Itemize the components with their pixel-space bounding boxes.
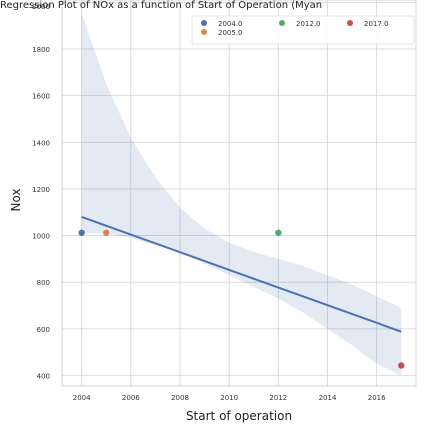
tick-labels: 2004 2006 2008 2010 2012 2014 2016 400 600 800 100… <box>32 3 386 402</box>
regression-line-group <box>81 215 402 333</box>
x-tick-label-2016: 2016 <box>368 394 386 402</box>
x-tick-label-2006: 2006 <box>122 394 140 402</box>
y-tick-label-800: 800 <box>37 279 50 287</box>
point-2017-0-0 <box>398 362 405 369</box>
confidence-band <box>81 14 402 376</box>
y-tick-label-1800: 1800 <box>32 46 50 54</box>
y-axis-title: Nox <box>9 188 23 211</box>
grid <box>61 0 417 387</box>
y-tick-label-600: 600 <box>37 326 50 334</box>
chart-title: Regression Plot of NOx as a function of … <box>0 0 322 11</box>
legend-label-2017-0: 2017.0 <box>364 20 389 28</box>
y-tick-label-1000: 1000 <box>32 233 50 241</box>
x-tick-label-2008: 2008 <box>171 394 189 402</box>
legend-box <box>191 15 415 45</box>
data-points <box>78 229 405 369</box>
legend-marker-2005-0 <box>201 29 207 35</box>
regression-line <box>81 215 402 333</box>
x-axis-title: Start of operation <box>186 409 292 423</box>
point-2012-0-0 <box>275 229 282 236</box>
confidence-band-area <box>81 14 402 376</box>
point-2004-0-0 <box>78 229 85 236</box>
x-tick-label-2012: 2012 <box>269 394 287 402</box>
legend-label-2005-0: 2005.0 <box>218 29 243 37</box>
plot-frame <box>61 0 417 387</box>
x-tick-label-2004: 2004 <box>73 394 91 402</box>
y-tick-label-1200: 1200 <box>32 186 50 194</box>
y-tick-label-1600: 1600 <box>32 93 50 101</box>
y-tick-label-1400: 1400 <box>32 139 50 147</box>
legend-marker-2004-0 <box>201 20 207 26</box>
x-tick-label-2014: 2014 <box>319 394 337 402</box>
legend-marker-2017-0 <box>347 20 353 26</box>
y-tick-label-400: 400 <box>37 373 50 381</box>
legend-label-2012-0: 2012.0 <box>296 20 321 28</box>
x-tick-label-2010: 2010 <box>220 394 238 402</box>
y-tick-label-2000: 2000 <box>32 3 50 11</box>
point-2005-0-0 <box>103 229 110 236</box>
legend-label-2004-0: 2004.0 <box>218 20 243 28</box>
legend-marker-2012-0 <box>279 20 285 26</box>
